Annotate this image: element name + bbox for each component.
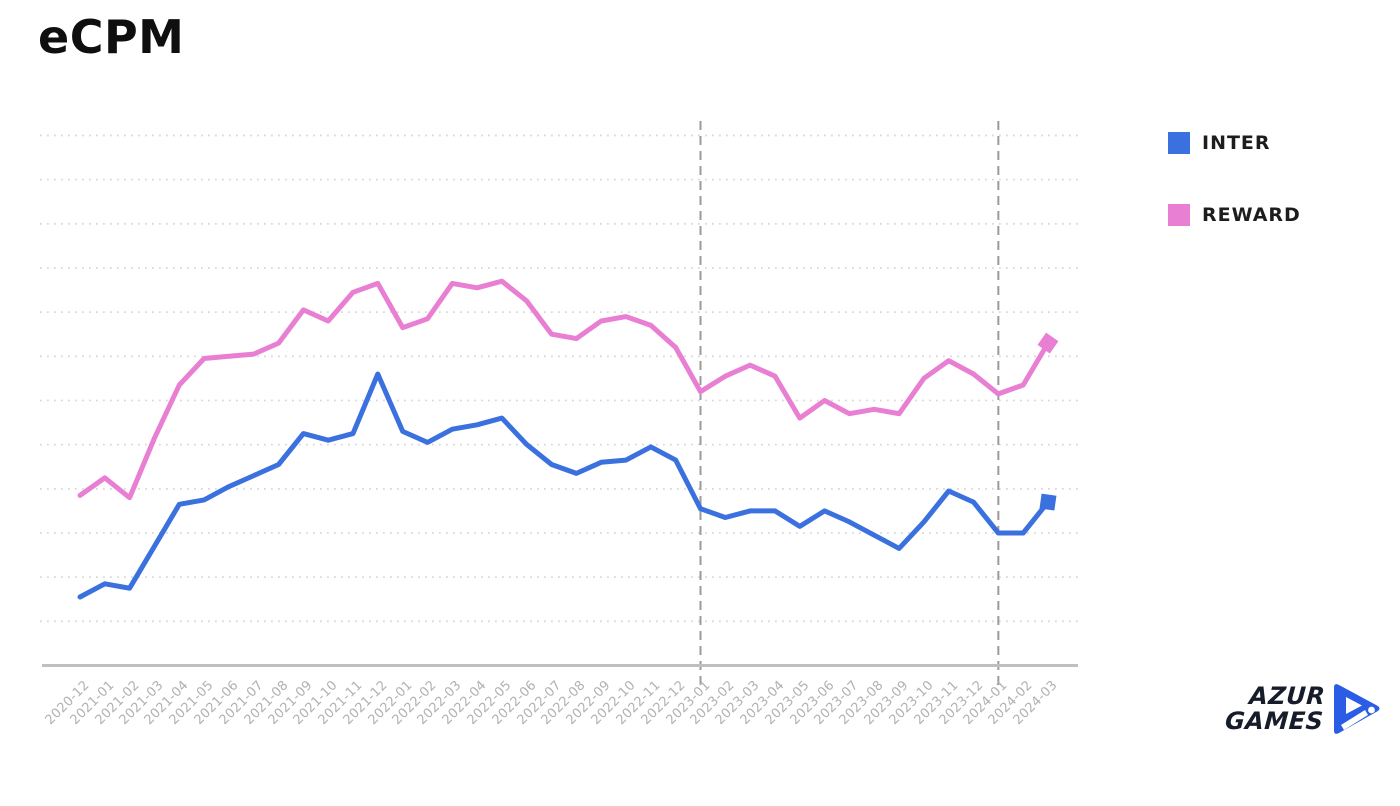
inter-end-marker-icon bbox=[1039, 493, 1057, 511]
legend: INTER REWARD bbox=[1168, 132, 1301, 276]
legend-item-reward: REWARD bbox=[1168, 204, 1301, 226]
logo-line-games: GAMES bbox=[1223, 707, 1325, 735]
reward-line-series bbox=[77, 278, 1051, 501]
azur-games-wordmark: AZUR GAMES bbox=[1223, 682, 1326, 735]
logo-line-azur: AZUR bbox=[1247, 682, 1326, 710]
legend-label-inter: INTER bbox=[1202, 132, 1271, 154]
legend-label-reward: REWARD bbox=[1202, 204, 1301, 226]
inter-swatch-icon bbox=[1168, 132, 1190, 154]
azur-games-logo: AZUR GAMES bbox=[1223, 680, 1382, 738]
chart-title: eCPM bbox=[38, 10, 185, 64]
play-triangle-icon bbox=[1334, 684, 1380, 734]
legend-item-inter: INTER bbox=[1168, 132, 1301, 154]
reward-swatch-icon bbox=[1168, 204, 1190, 226]
reward-end-marker-icon bbox=[1037, 332, 1059, 354]
inter-line-series bbox=[77, 371, 1051, 600]
